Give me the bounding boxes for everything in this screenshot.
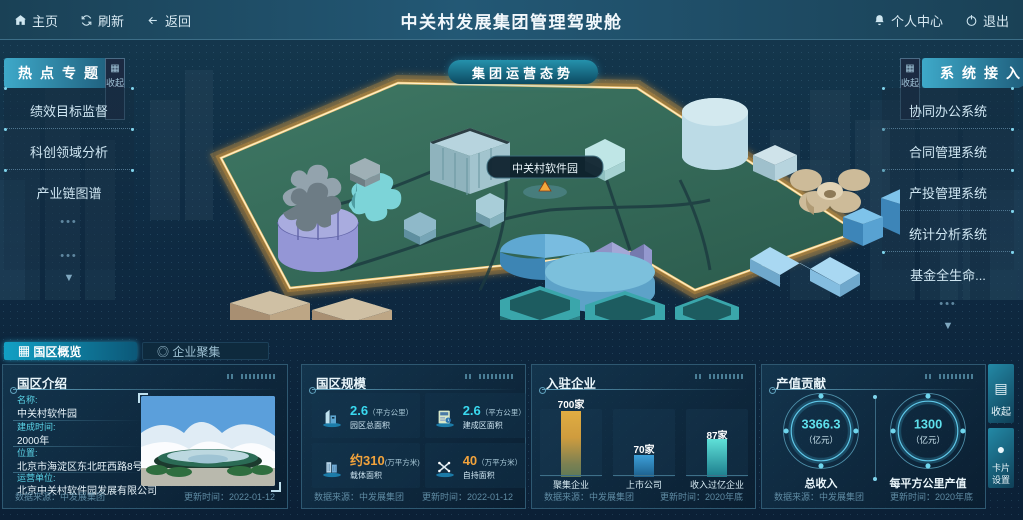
svg-text:中关村软件园: 中关村软件园 — [512, 161, 578, 175]
svg-text:（亿元）: （亿元） — [804, 435, 838, 445]
svg-text:（亿元）: （亿元） — [911, 435, 945, 445]
svg-text:1300: 1300 — [914, 416, 942, 431]
svg-text:3366.3: 3366.3 — [802, 416, 841, 431]
